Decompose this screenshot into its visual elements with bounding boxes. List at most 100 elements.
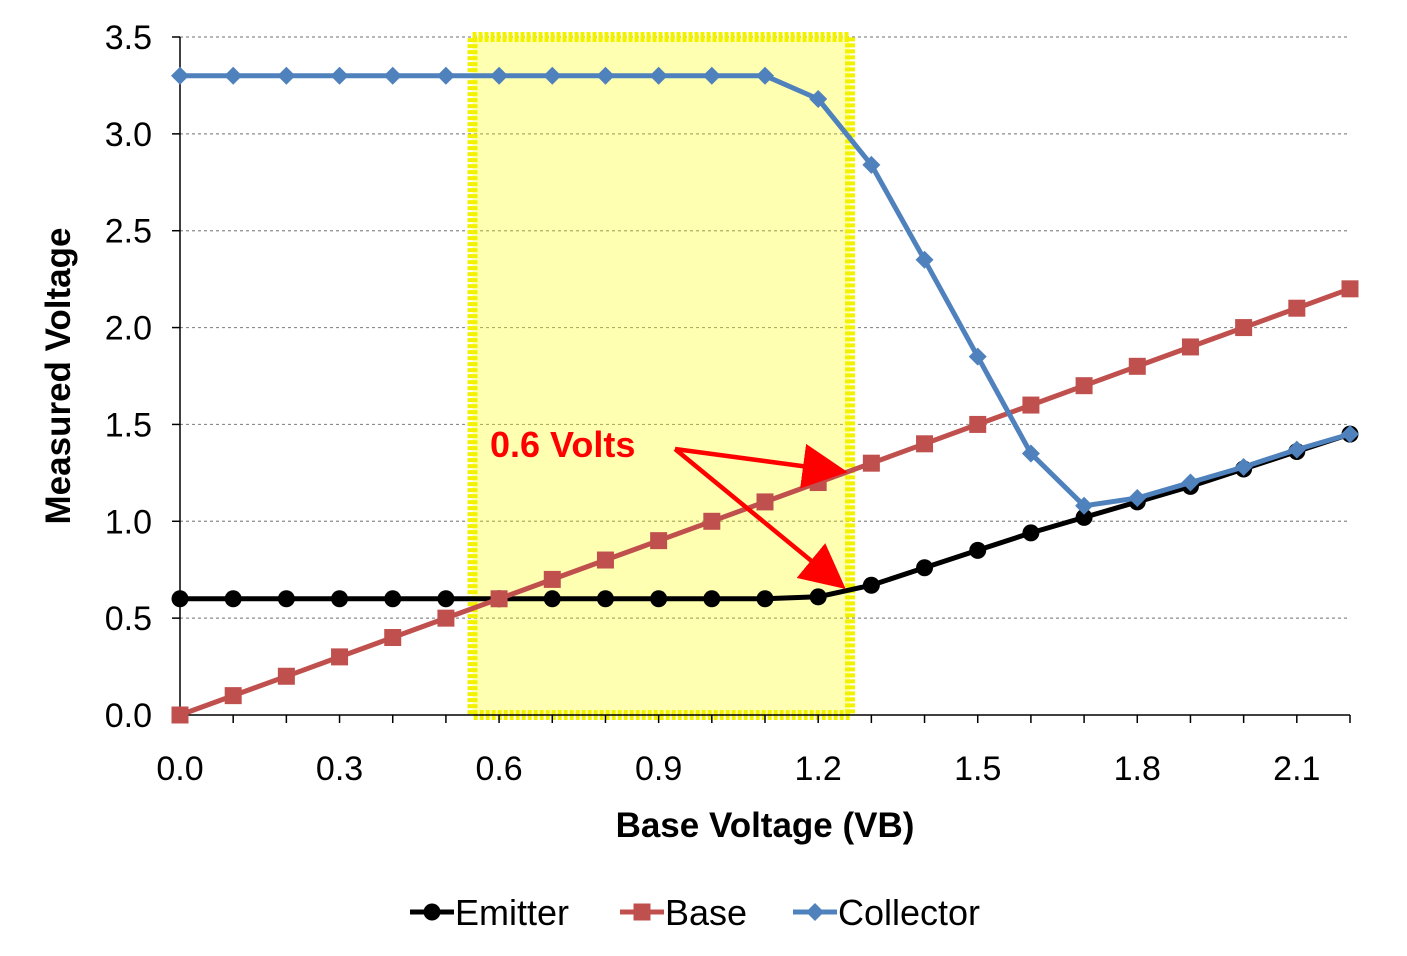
x-tick-label: 0.0 [156, 750, 203, 788]
collector-point [968, 347, 987, 366]
base-point [171, 706, 189, 724]
x-tick-label: 1.8 [1114, 750, 1161, 788]
base-point [331, 648, 349, 666]
base-point [862, 454, 880, 472]
collector-point [543, 66, 562, 85]
collector-point [596, 66, 615, 85]
collector-point [756, 66, 774, 85]
emitter-point [384, 590, 402, 608]
collector-point [862, 155, 881, 174]
base-point [277, 667, 295, 685]
emitter-point [916, 559, 934, 577]
axes: 0.0 0.5 1.0 1.5 2.0 2.5 3.0 3.5 0.0 0.3 0.6 0.9 1.2 1… [105, 19, 1351, 788]
collector-point [1287, 440, 1306, 459]
base-point [224, 687, 242, 705]
legend-label: Emitter [455, 892, 569, 933]
collector-point [809, 89, 828, 108]
y-tick-label: 0.0 [105, 697, 152, 735]
collector-point [702, 66, 721, 85]
base-point [490, 590, 508, 608]
base-point [1181, 338, 1199, 356]
base-point [1341, 280, 1359, 298]
highlight-region [467, 32, 856, 720]
base-point [1288, 299, 1306, 317]
annotation-group: 0.6 Volts [490, 424, 848, 590]
collector-point [490, 66, 509, 85]
base-point [1075, 377, 1093, 395]
x-tick-label: 1.2 [795, 750, 842, 788]
legend-label: Base [665, 892, 747, 933]
x-tick-label: 0.9 [635, 750, 682, 788]
collector-point [436, 66, 455, 85]
y-tick-label: 1.0 [105, 503, 152, 541]
base-point [650, 532, 668, 550]
emitter-point [331, 590, 349, 608]
collector-point [277, 66, 296, 85]
collector-point [330, 66, 349, 85]
annotation-arrow-2 [673, 447, 846, 590]
collector-point [1181, 473, 1200, 492]
emitter-point [596, 590, 614, 608]
base-point [596, 551, 614, 569]
collector-point [1341, 425, 1359, 444]
base-point [1128, 357, 1146, 375]
emitter-point [969, 541, 987, 559]
annotation-label: 0.6 Volts [490, 424, 635, 465]
x-axis-title: Base Voltage (VB) [616, 806, 915, 845]
emitter-point [224, 590, 242, 608]
base-point [1235, 319, 1253, 337]
emitter-point [862, 576, 880, 594]
gridlines [180, 36, 1350, 619]
series-collector [171, 66, 1359, 515]
emitter-point [1075, 508, 1093, 526]
legend-swatch-marker [423, 903, 441, 921]
collector-point [915, 250, 934, 269]
base-point [543, 570, 561, 588]
legend-label: Collector [838, 892, 980, 933]
collector-point [171, 66, 189, 85]
collector-point [1021, 444, 1040, 463]
base-point [969, 415, 987, 433]
collector-point [1075, 496, 1094, 515]
base-point [756, 493, 774, 511]
legend-swatch-marker [806, 903, 824, 921]
legend-item-base: Base [620, 892, 747, 933]
base-point [703, 512, 721, 530]
collector-point [224, 66, 243, 85]
y-axis-title: Measured Voltage [39, 228, 78, 525]
y-tick-label: 2.5 [105, 213, 152, 251]
emitter-point [171, 590, 189, 608]
collector-point [1234, 458, 1253, 477]
base-point [384, 629, 402, 647]
x-tick-label: 1.5 [954, 750, 1001, 788]
y-tick-label: 0.5 [105, 600, 152, 638]
legend-item-collector: Collector [793, 892, 980, 933]
y-tick-label: 3.0 [105, 116, 152, 154]
base-point [437, 609, 455, 627]
base-point [809, 474, 827, 492]
x-tick-label: 0.3 [316, 750, 363, 788]
base-point [916, 435, 934, 453]
legend: Emitter Base Collector [410, 892, 980, 933]
base-point [1022, 396, 1040, 414]
y-tick-label: 1.5 [105, 406, 152, 444]
legend-item-emitter: Emitter [410, 892, 569, 933]
emitter-point [543, 590, 561, 608]
x-tick-label: 0.6 [475, 750, 522, 788]
y-tick-label: 2.0 [105, 310, 152, 348]
collector-point [649, 66, 668, 85]
legend-swatch-marker [633, 903, 651, 921]
emitter-point [703, 590, 721, 608]
emitter-point [277, 590, 295, 608]
emitter-point [1022, 524, 1040, 542]
highlight-box [467, 32, 856, 720]
emitter-point [650, 590, 668, 608]
y-tick-label: 3.5 [105, 19, 152, 57]
collector-point [1128, 489, 1147, 508]
emitter-point [809, 588, 827, 606]
emitter-point [756, 590, 774, 608]
annotation-arrow-1 [674, 443, 848, 489]
x-tick-label: 2.1 [1273, 750, 1320, 788]
collector-point [383, 66, 402, 85]
